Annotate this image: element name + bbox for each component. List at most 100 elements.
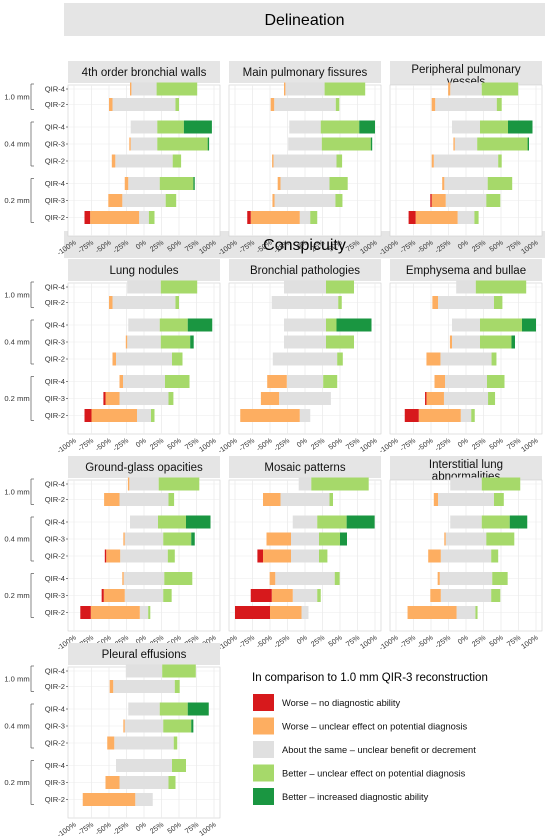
x-tick-label: -75% [237, 436, 257, 453]
panel-title: Bronchial pathologies [250, 265, 360, 277]
bar-segment [163, 719, 192, 733]
bar-segment [498, 154, 502, 168]
bar-segment [445, 532, 487, 546]
bar-segment [129, 477, 159, 491]
row-label: QIR-2 [45, 100, 65, 109]
bar-segment [156, 82, 198, 96]
x-tick-label: -75% [398, 633, 418, 650]
bar-segment [494, 493, 504, 506]
panel-strip [390, 259, 542, 281]
bar-segment [408, 211, 416, 224]
panel-title: Main pulmonary fissures [243, 67, 368, 79]
bar-segment [326, 318, 337, 332]
bar-segment [240, 409, 300, 422]
bar-segment [452, 335, 480, 349]
panel-strip [68, 456, 220, 478]
bar-segment [431, 154, 434, 168]
x-tick-label: 100% [197, 820, 218, 836]
bar-segment [486, 532, 515, 546]
x-tick-label: 100% [358, 436, 379, 454]
bar-segment [168, 776, 176, 789]
bar-segment [124, 719, 164, 733]
bar-segment [433, 493, 438, 506]
bar-segment [159, 318, 188, 332]
row-label: QIR-2 [45, 682, 65, 691]
bar-segment [496, 98, 502, 111]
x-tick-label: -25% [433, 436, 453, 453]
legend-swatch [253, 741, 274, 758]
legend-label: Worse – unclear effect on potential diag… [282, 722, 468, 732]
bar-segment [127, 477, 130, 491]
bar-segment [433, 154, 499, 168]
bar-segment [122, 194, 166, 207]
bar-segment [431, 194, 446, 207]
group-label: 1.0 mm [4, 92, 29, 101]
x-tick-label: 0% [134, 436, 148, 450]
bar-segment [137, 409, 151, 422]
x-tick-label: 25% [470, 633, 488, 649]
bar-segment [310, 211, 318, 224]
row-label: QIR-4 [45, 123, 65, 132]
x-tick-label: -50% [416, 633, 436, 650]
x-tick-label: -100% [377, 633, 400, 653]
bar-segment [183, 120, 212, 134]
bar-segment [247, 211, 251, 224]
bar-segment [123, 532, 125, 546]
bar-segment [109, 98, 113, 111]
bar-segment [450, 82, 482, 96]
group-label: 0.4 mm [4, 140, 29, 149]
x-tick-label: -100% [55, 820, 78, 836]
bar-segment [172, 759, 186, 772]
bar-segment [114, 736, 174, 750]
bar-segment [280, 177, 330, 190]
bar-segment [286, 375, 324, 388]
bar-segment [122, 572, 124, 585]
bar-segment [250, 589, 272, 602]
x-tick-label: -50% [94, 820, 114, 836]
x-tick-label: -25% [272, 436, 292, 453]
bar-segment [486, 194, 501, 207]
panel: Mosaic patterns-100%-75%-50%-25% 0% 25% 50%… [216, 456, 382, 652]
bar-segment [135, 793, 153, 806]
bar-segment [326, 280, 354, 294]
panel: Pleural effusions -100%-75%-50%-25% 0% 25% 5… [4, 643, 221, 836]
bar-segment [105, 392, 120, 405]
bar-segment [430, 589, 441, 602]
bar-segment [164, 572, 193, 585]
row-label: QIR-4 [45, 377, 65, 386]
bar-segment [488, 392, 496, 405]
bar-segment [163, 589, 172, 602]
x-tick-label: 50% [166, 436, 184, 452]
bar-segment [119, 776, 169, 789]
row-label: QIR-4 [45, 283, 65, 292]
bar-segment [187, 702, 209, 716]
bar-segment [291, 532, 319, 546]
panel-title: 4th order bronchial walls [82, 67, 207, 79]
legend-swatch [253, 694, 274, 711]
row-label: QIR-2 [45, 157, 65, 166]
x-tick-label: -75% [237, 633, 257, 650]
bar-segment [274, 98, 336, 111]
panel-title: Interstitial lung [429, 459, 503, 471]
bar-segment [319, 532, 340, 546]
bar-segment [438, 493, 494, 506]
bar-segment [116, 352, 172, 366]
section-header-bg [64, 3, 545, 36]
bar-segment [119, 375, 123, 388]
row-label: QIR-4 [45, 321, 65, 330]
bar-segment [111, 154, 116, 168]
bar-segment [106, 549, 121, 563]
bar-segment [475, 280, 527, 294]
bar-segment [271, 296, 339, 309]
bar-segment [480, 318, 522, 332]
bar-segment [105, 776, 120, 789]
bar-segment [319, 549, 328, 563]
bar-segment [103, 392, 106, 405]
bar-segment [284, 82, 286, 96]
bar-segment [159, 177, 194, 190]
x-tick-label: -75% [398, 436, 418, 453]
row-label: QIR-3 [45, 394, 65, 403]
bar-segment [125, 335, 128, 349]
bar-segment [91, 409, 137, 422]
bar-segment [317, 589, 321, 602]
